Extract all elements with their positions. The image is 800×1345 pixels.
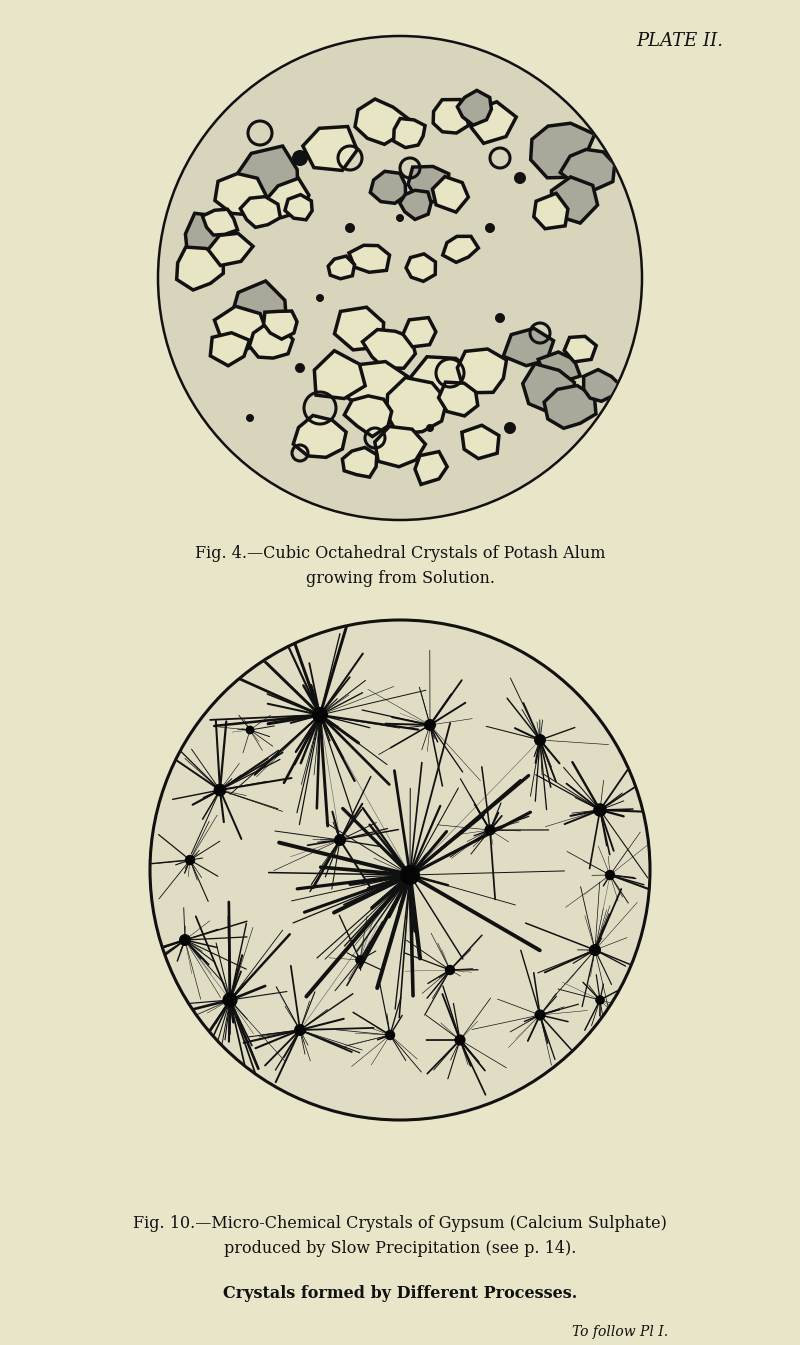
Polygon shape: [294, 416, 346, 457]
Polygon shape: [433, 176, 468, 213]
Polygon shape: [442, 237, 478, 262]
Polygon shape: [471, 102, 516, 144]
Polygon shape: [362, 330, 415, 369]
Text: Fig. 10.—Micro-Chemical Crystals of Gypsum (Calcium Sulphate)
produced by Slow P: Fig. 10.—Micro-Chemical Crystals of Gyps…: [133, 1215, 667, 1256]
Circle shape: [179, 933, 191, 946]
Circle shape: [514, 172, 526, 184]
Circle shape: [595, 995, 605, 1005]
Polygon shape: [355, 100, 408, 144]
Polygon shape: [458, 348, 506, 393]
Polygon shape: [394, 118, 425, 148]
Polygon shape: [214, 307, 269, 351]
Polygon shape: [348, 362, 410, 416]
Circle shape: [534, 1009, 546, 1021]
Polygon shape: [264, 311, 297, 339]
Circle shape: [214, 784, 226, 796]
Polygon shape: [186, 214, 234, 264]
Circle shape: [246, 414, 254, 422]
Polygon shape: [342, 448, 377, 477]
Circle shape: [445, 964, 455, 975]
Circle shape: [151, 621, 649, 1119]
Polygon shape: [177, 247, 223, 291]
Polygon shape: [438, 382, 478, 416]
Polygon shape: [202, 210, 238, 235]
Polygon shape: [458, 90, 491, 125]
Polygon shape: [215, 174, 266, 215]
Circle shape: [150, 620, 650, 1120]
Polygon shape: [264, 179, 309, 218]
Text: Fig. 4.—Cubic Octahedral Crystals of Potash Alum
growing from Solution.: Fig. 4.—Cubic Octahedral Crystals of Pot…: [194, 545, 606, 586]
Circle shape: [345, 223, 355, 233]
Polygon shape: [403, 317, 436, 347]
Circle shape: [222, 993, 238, 1007]
Circle shape: [312, 707, 328, 724]
Polygon shape: [530, 124, 594, 178]
Circle shape: [385, 1030, 395, 1040]
Polygon shape: [503, 328, 554, 366]
Polygon shape: [410, 356, 480, 408]
Circle shape: [495, 313, 505, 323]
Circle shape: [355, 955, 365, 964]
Polygon shape: [314, 351, 366, 398]
Polygon shape: [386, 378, 447, 433]
Circle shape: [316, 295, 324, 303]
Text: Crystals formed by Different Processes.: Crystals formed by Different Processes.: [223, 1284, 577, 1302]
Polygon shape: [240, 196, 280, 227]
Circle shape: [426, 424, 434, 432]
Circle shape: [292, 151, 308, 165]
Circle shape: [158, 36, 642, 521]
Circle shape: [159, 38, 641, 519]
Circle shape: [485, 824, 496, 835]
Circle shape: [589, 944, 601, 956]
Text: To follow Pl I.: To follow Pl I.: [572, 1325, 668, 1340]
Polygon shape: [370, 171, 406, 203]
Circle shape: [605, 870, 615, 880]
Circle shape: [400, 865, 420, 885]
Circle shape: [294, 1024, 306, 1036]
Polygon shape: [303, 126, 357, 171]
Circle shape: [246, 725, 254, 734]
Circle shape: [534, 734, 546, 746]
Polygon shape: [237, 147, 298, 210]
Polygon shape: [534, 194, 568, 229]
Circle shape: [424, 720, 436, 730]
Polygon shape: [210, 332, 250, 366]
Polygon shape: [415, 452, 447, 484]
Polygon shape: [231, 281, 287, 338]
Circle shape: [396, 214, 404, 222]
Polygon shape: [560, 149, 614, 190]
Polygon shape: [462, 425, 499, 459]
Polygon shape: [208, 233, 253, 265]
Polygon shape: [344, 395, 392, 437]
Polygon shape: [564, 336, 596, 362]
Polygon shape: [285, 195, 312, 219]
Polygon shape: [433, 100, 469, 133]
Circle shape: [594, 803, 606, 816]
Polygon shape: [522, 363, 574, 413]
Circle shape: [334, 834, 346, 846]
Polygon shape: [538, 352, 580, 382]
Polygon shape: [544, 386, 596, 428]
Text: PLATE II.: PLATE II.: [637, 32, 723, 50]
Polygon shape: [408, 167, 449, 202]
Polygon shape: [328, 256, 354, 278]
Circle shape: [504, 422, 516, 434]
Polygon shape: [406, 254, 435, 281]
Polygon shape: [400, 190, 431, 219]
Polygon shape: [551, 178, 598, 223]
Polygon shape: [349, 245, 390, 272]
Polygon shape: [250, 324, 293, 358]
Polygon shape: [374, 426, 426, 467]
Circle shape: [454, 1034, 466, 1045]
Circle shape: [485, 223, 495, 233]
Circle shape: [295, 363, 305, 373]
Polygon shape: [584, 370, 622, 401]
Polygon shape: [334, 307, 384, 350]
Circle shape: [185, 855, 195, 865]
